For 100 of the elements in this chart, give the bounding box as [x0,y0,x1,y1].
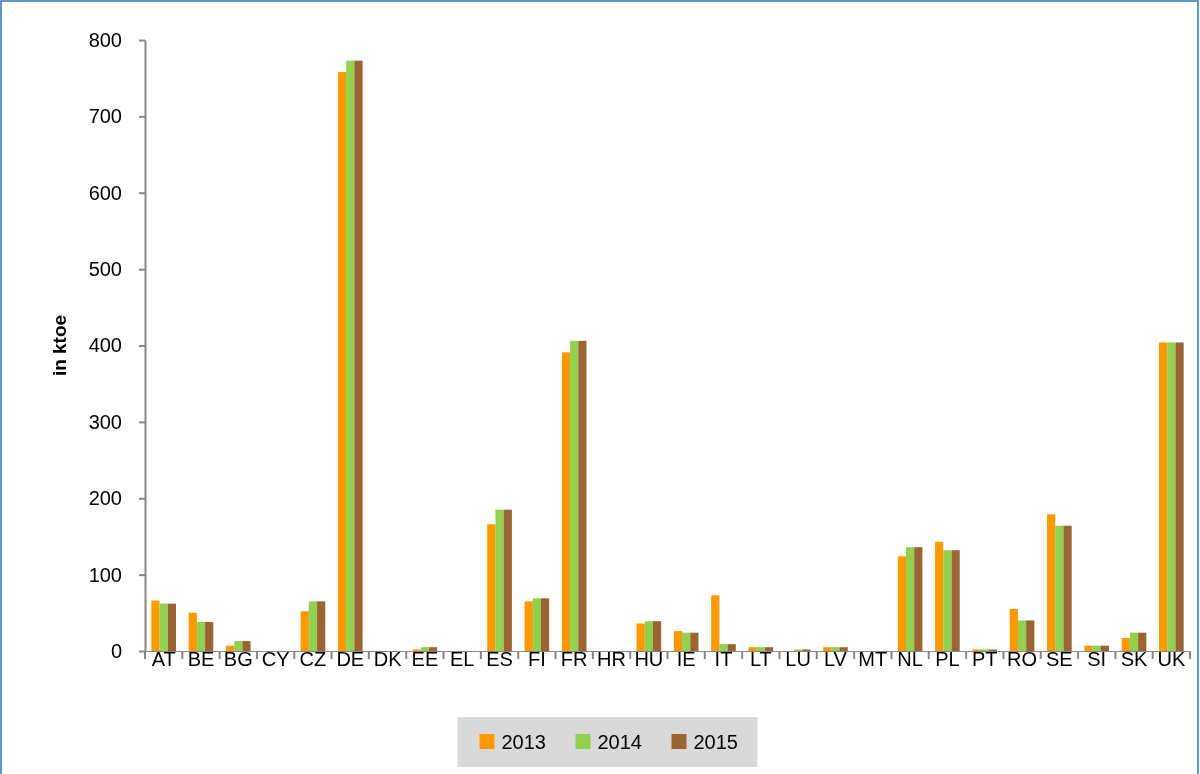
bar [167,603,176,651]
x-tick-label: PL [935,648,960,670]
bar [1047,514,1056,651]
x-tick-label: SK [1120,648,1149,670]
bar [748,647,757,651]
bar [905,547,915,651]
bar [1017,620,1027,651]
bar [682,632,691,651]
bar [673,631,683,651]
x-tick-label: RO [1007,648,1038,670]
x-tick-label: HR [597,648,626,670]
x-tick-label: CZ [299,648,327,670]
x-tick-label: BE [187,648,215,670]
y-tick-label: 200 [88,487,122,510]
x-tick-label: EE [411,648,439,670]
bar [308,601,318,651]
bar [831,647,840,651]
bar [1167,342,1176,651]
y-tick-label: 0 [110,639,122,662]
bar [943,550,952,651]
bar [823,647,832,651]
y-tick-label: 100 [88,563,122,586]
bar [1009,608,1018,651]
x-tick-label: ES [486,648,513,670]
bar [420,647,430,651]
bar [205,621,214,651]
bar [578,340,587,651]
bar [756,647,765,651]
x-tick-label: EL [450,648,475,670]
x-tick-label: IE [676,648,696,670]
x-tick-label: DK [373,648,403,670]
bar [429,647,438,651]
x-tick-label: PT [971,648,998,670]
bar [540,598,550,651]
x-tick-label: SE [1046,648,1073,670]
x-tick-label: IT [714,648,733,670]
y-tick-label: 800 [88,28,122,51]
bar [1063,525,1072,651]
bar [337,72,347,651]
bar [300,611,309,651]
bar [652,621,662,651]
bar [151,600,160,651]
bar [1129,632,1139,651]
bar [561,352,571,651]
bar [317,601,326,651]
bar [719,644,728,651]
bar [690,632,699,651]
y-tick-label: 300 [88,410,122,433]
legend-label: 2015 [693,731,738,753]
x-tick-label: FR [560,648,588,670]
x-tick-label: UK [1157,648,1186,670]
x-tick-label: LT [749,648,772,670]
bar [1159,342,1168,651]
bar [839,647,848,651]
bar [711,595,720,651]
bar [495,509,504,651]
bar [636,623,645,651]
bar [570,340,579,651]
bar [354,60,363,651]
y-tick-label: 600 [88,181,122,204]
bar [242,641,251,651]
bar [1084,645,1093,651]
bar [487,524,496,651]
bar [1092,645,1101,651]
y-tick-label: 500 [88,258,122,281]
legend-label: 2014 [597,731,642,753]
x-tick-label: FI [527,648,546,670]
bar [935,541,944,651]
x-tick-label: LV [823,648,848,670]
x-tick-label: BG [223,648,253,670]
y-axis-title: in ktoe [49,314,70,377]
x-tick-label: SI [1087,648,1107,670]
x-tick-label: AT [151,648,176,670]
x-tick-label: DE [336,648,365,670]
bar [234,641,243,651]
bar [188,612,197,651]
bar [1138,632,1147,651]
bar [159,603,168,651]
bar [524,601,533,651]
x-tick-label: CY [261,648,290,670]
x-tick-label: MT [858,648,888,670]
bar [196,621,206,651]
bar [914,547,923,651]
bar [764,647,774,651]
bar [727,644,736,651]
bar [1055,525,1064,651]
legend-label: 2013 [501,731,546,753]
bar [1121,638,1130,651]
bar [1100,645,1110,651]
bar [897,556,906,651]
bar [644,621,653,651]
x-tick-label: HU [634,648,664,670]
bar [346,60,355,651]
bar [1175,342,1184,651]
x-tick-label: LU [785,648,811,670]
bar [951,550,960,651]
bar [1026,620,1035,651]
y-tick-label: 700 [88,105,122,128]
bar [225,645,235,651]
bar [503,509,512,651]
